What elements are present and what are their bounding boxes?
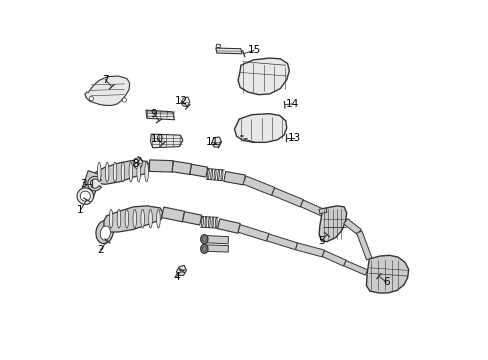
Polygon shape bbox=[366, 255, 408, 293]
Ellipse shape bbox=[141, 210, 144, 228]
Polygon shape bbox=[80, 191, 90, 201]
Polygon shape bbox=[295, 243, 324, 257]
Polygon shape bbox=[145, 110, 174, 120]
Polygon shape bbox=[80, 171, 101, 198]
Polygon shape bbox=[216, 44, 220, 48]
Polygon shape bbox=[181, 97, 190, 107]
Text: 4: 4 bbox=[173, 272, 179, 282]
Polygon shape bbox=[217, 219, 240, 233]
Polygon shape bbox=[88, 176, 101, 191]
Polygon shape bbox=[343, 219, 361, 234]
Polygon shape bbox=[182, 212, 202, 225]
Ellipse shape bbox=[208, 217, 210, 228]
Ellipse shape bbox=[129, 162, 132, 182]
Ellipse shape bbox=[113, 162, 117, 182]
Polygon shape bbox=[266, 234, 297, 250]
Polygon shape bbox=[343, 261, 367, 275]
Polygon shape bbox=[234, 114, 286, 142]
Ellipse shape bbox=[214, 169, 216, 180]
Ellipse shape bbox=[125, 210, 128, 228]
Ellipse shape bbox=[207, 169, 209, 179]
Ellipse shape bbox=[100, 226, 110, 240]
Text: 8: 8 bbox=[132, 159, 138, 169]
Text: 5: 5 bbox=[318, 236, 324, 246]
Ellipse shape bbox=[121, 162, 124, 182]
Ellipse shape bbox=[97, 162, 101, 182]
Polygon shape bbox=[319, 208, 326, 213]
Ellipse shape bbox=[202, 237, 206, 242]
Polygon shape bbox=[172, 161, 191, 175]
Text: 1: 1 bbox=[77, 206, 83, 216]
Ellipse shape bbox=[156, 210, 160, 228]
Ellipse shape bbox=[204, 217, 206, 228]
Polygon shape bbox=[238, 225, 268, 241]
Text: 9: 9 bbox=[150, 109, 157, 119]
Text: 10: 10 bbox=[151, 134, 164, 144]
Ellipse shape bbox=[202, 246, 206, 251]
Ellipse shape bbox=[96, 220, 113, 244]
Ellipse shape bbox=[217, 170, 219, 180]
Polygon shape bbox=[356, 231, 371, 260]
Polygon shape bbox=[162, 207, 184, 222]
Polygon shape bbox=[319, 206, 346, 242]
Ellipse shape bbox=[105, 162, 109, 182]
Text: 3: 3 bbox=[81, 179, 87, 189]
Polygon shape bbox=[189, 164, 207, 177]
Ellipse shape bbox=[137, 162, 140, 182]
Polygon shape bbox=[133, 157, 142, 169]
Polygon shape bbox=[271, 188, 303, 207]
Text: 7: 7 bbox=[102, 75, 108, 85]
Polygon shape bbox=[243, 176, 274, 195]
Text: 13: 13 bbox=[287, 133, 300, 143]
Ellipse shape bbox=[144, 162, 148, 182]
Polygon shape bbox=[224, 171, 245, 185]
Ellipse shape bbox=[221, 170, 223, 181]
Ellipse shape bbox=[201, 235, 207, 244]
Polygon shape bbox=[104, 206, 163, 232]
Polygon shape bbox=[238, 58, 289, 95]
Ellipse shape bbox=[117, 210, 121, 228]
Ellipse shape bbox=[133, 210, 136, 228]
Ellipse shape bbox=[211, 217, 213, 228]
Text: 15: 15 bbox=[247, 45, 260, 55]
Circle shape bbox=[89, 96, 93, 101]
Polygon shape bbox=[322, 251, 346, 266]
Polygon shape bbox=[211, 137, 221, 147]
Text: 2: 2 bbox=[97, 245, 103, 255]
Text: 11: 11 bbox=[205, 138, 219, 147]
Ellipse shape bbox=[201, 217, 203, 227]
Polygon shape bbox=[206, 245, 228, 252]
Polygon shape bbox=[215, 48, 242, 54]
Text: 12: 12 bbox=[175, 96, 188, 106]
Polygon shape bbox=[150, 134, 183, 148]
Polygon shape bbox=[149, 160, 173, 172]
Polygon shape bbox=[88, 177, 101, 190]
Ellipse shape bbox=[148, 210, 152, 228]
Polygon shape bbox=[300, 200, 324, 216]
Ellipse shape bbox=[215, 217, 217, 228]
Polygon shape bbox=[85, 76, 129, 105]
Polygon shape bbox=[176, 265, 186, 275]
Ellipse shape bbox=[210, 169, 212, 180]
Circle shape bbox=[122, 98, 126, 102]
Polygon shape bbox=[206, 235, 228, 244]
Text: 6: 6 bbox=[382, 277, 388, 287]
Text: 14: 14 bbox=[285, 99, 299, 109]
Polygon shape bbox=[91, 160, 149, 184]
Ellipse shape bbox=[109, 210, 113, 228]
Polygon shape bbox=[77, 188, 93, 204]
Ellipse shape bbox=[201, 244, 207, 253]
